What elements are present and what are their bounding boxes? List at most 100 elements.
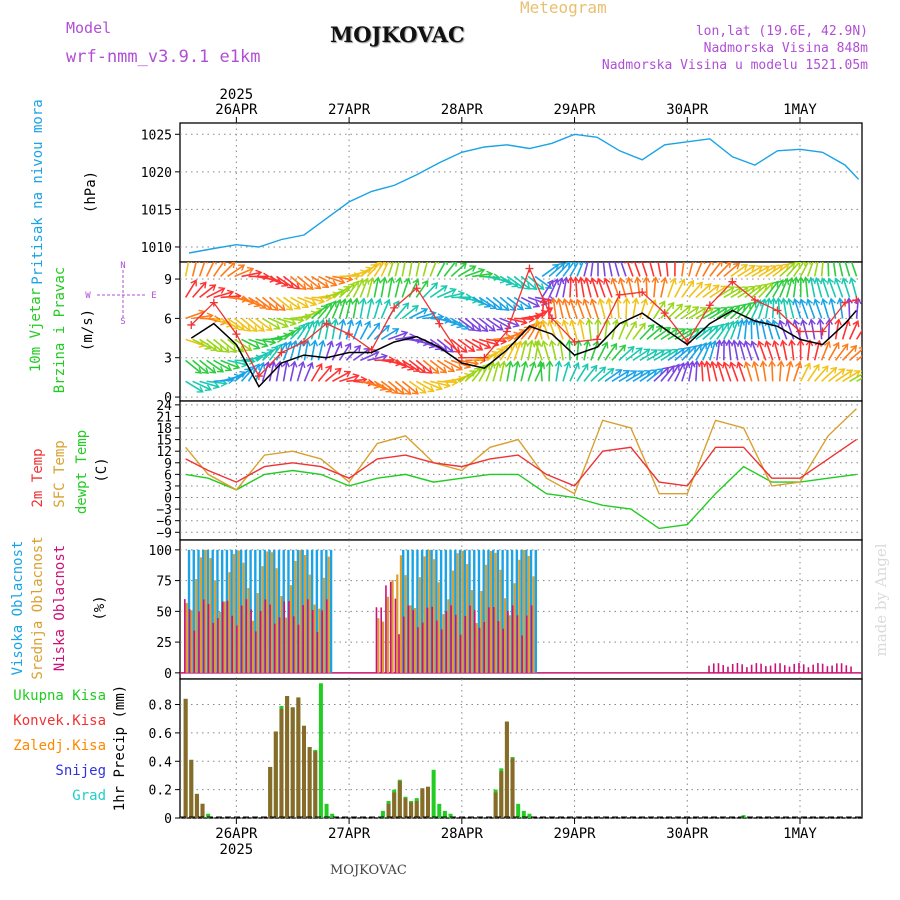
x-tick-label-bottom: 27APR	[328, 826, 371, 842]
cloud-mid-bar	[461, 550, 464, 673]
wind-barb	[827, 342, 840, 361]
legend-temp-dew: dewpt Temp	[74, 430, 90, 514]
wind-barb-head	[352, 373, 360, 381]
wind-barb	[806, 262, 814, 277]
wind-barb-head	[825, 318, 834, 325]
wind-barb	[653, 301, 666, 319]
cloud-low-bar	[507, 610, 509, 673]
wind-barb	[486, 338, 507, 343]
wind-barb	[702, 262, 713, 277]
cloud-mid-bar	[294, 560, 297, 673]
wind-barb-head	[774, 297, 783, 305]
wind-barb-head	[296, 339, 305, 347]
wind-barb-head	[289, 360, 298, 368]
wind-barb	[547, 298, 550, 319]
wind-barb	[275, 296, 293, 311]
precip-conv-bar	[313, 751, 318, 818]
cloud-high-bar	[254, 549, 257, 673]
cloud-low-bar	[483, 621, 486, 673]
wind-barb	[639, 369, 657, 382]
wind-barb-head	[263, 360, 271, 369]
wind-barb	[212, 262, 225, 277]
wind-barb	[311, 296, 332, 299]
wind-barb-head	[637, 370, 645, 377]
precip-conv-bar	[200, 803, 205, 818]
wind-barb	[514, 317, 535, 321]
cloud-mid-bar	[532, 576, 535, 673]
year-label-top: 2025	[220, 87, 254, 103]
wind-barb-head	[853, 370, 861, 377]
wind-barb-head	[534, 318, 542, 327]
wind-barb	[777, 298, 781, 319]
x-tick-label-top: 28APR	[441, 102, 484, 118]
wind-barb-head	[334, 298, 342, 307]
wind-barb	[639, 324, 655, 340]
wind-barb	[408, 262, 413, 277]
wind-barb-head	[395, 276, 403, 284]
wind-barb	[199, 380, 220, 388]
wind-barb-head	[218, 287, 226, 294]
cloud-high-bar	[230, 549, 233, 673]
y-tick-label: 24	[156, 399, 172, 414]
wind-barb	[338, 343, 352, 361]
wind-barb-head	[427, 385, 435, 393]
wind-barb-head	[589, 277, 598, 285]
wind-barb	[765, 281, 779, 298]
wind-barb	[590, 366, 606, 382]
wind-barb-head	[216, 345, 224, 353]
wind-barb-head	[585, 318, 594, 326]
wind-barb	[276, 317, 296, 325]
wind-barb-head	[830, 366, 838, 374]
wind-barb	[548, 262, 565, 278]
cloud-low-bar	[283, 601, 286, 673]
wind-barb	[751, 283, 768, 299]
cloud-low-bar	[385, 585, 387, 673]
wind-barb-head	[575, 298, 583, 306]
wind-barb	[457, 317, 475, 331]
wind-barb	[185, 338, 205, 347]
precip-conv-bar	[426, 786, 430, 818]
wind-barb-head	[634, 276, 642, 284]
cloud-mid-bar	[223, 601, 226, 673]
y-tick-label: 9	[164, 273, 172, 288]
wind-barb	[838, 262, 844, 277]
y-tick-label: −9	[156, 526, 172, 541]
wind-barb	[332, 371, 351, 383]
precip-total-bar	[380, 810, 385, 818]
wind-barb	[730, 264, 748, 278]
wind-barb	[415, 359, 433, 374]
wind-barb-head	[610, 342, 618, 350]
wind-gust-marker	[593, 335, 602, 344]
wind-barb	[820, 341, 830, 361]
cloud-mid-bar	[391, 579, 394, 673]
wind-barb	[688, 344, 702, 361]
wind-barb	[234, 368, 251, 382]
wind-barb	[471, 317, 489, 332]
cloud-low-bar	[288, 601, 290, 673]
wind-barb-head	[794, 262, 801, 268]
wind-barb-head	[804, 262, 812, 265]
compass-s: S	[120, 317, 125, 327]
wind-barb-head	[554, 319, 562, 327]
wind-barb-head	[506, 360, 514, 368]
cloud-high-bar	[525, 549, 528, 673]
wind-barb-head	[660, 276, 668, 284]
wind-barb	[660, 302, 675, 319]
wind-barb-head	[574, 262, 581, 266]
wind-barb	[653, 326, 671, 341]
wind-barb-head	[293, 303, 301, 310]
cloud-mid-bar	[451, 570, 455, 673]
wind-barb	[303, 275, 321, 290]
wind-barb-head	[735, 286, 743, 294]
cloud-low-bar	[264, 599, 267, 673]
wind-barb	[665, 262, 669, 277]
wind-barb	[450, 359, 471, 368]
wind-barb	[667, 328, 686, 341]
wind-barb	[781, 340, 788, 361]
wind-barb-head	[392, 328, 400, 335]
precip-total-bar	[431, 769, 436, 818]
cloud-low-bar	[426, 607, 429, 673]
wind-barb-head	[529, 361, 537, 369]
wind-barb	[555, 361, 561, 382]
wind-barb	[827, 262, 830, 277]
